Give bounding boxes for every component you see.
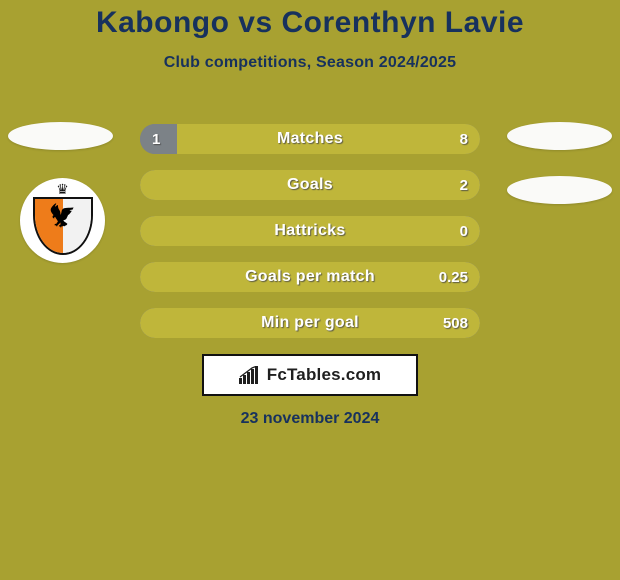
stat-label: Matches	[140, 124, 480, 154]
stat-row: Matches1 8	[140, 124, 480, 154]
player-right-badge	[507, 122, 612, 150]
brand-label: FcTables.com	[267, 365, 382, 385]
subtitle: Club competitions, Season 2024/2025	[0, 54, 620, 72]
stat-value-right: 0	[460, 216, 468, 246]
stat-row: Hattricks0	[140, 216, 480, 246]
bar-steps-icon	[239, 366, 261, 384]
brand-box[interactable]: FcTables.com	[202, 354, 418, 396]
stat-label: Goals per match	[140, 262, 480, 292]
comparison-card: Kabongo vs Corenthyn Lavie Club competit…	[0, 0, 620, 580]
stat-row: Min per goal508	[140, 308, 480, 338]
stat-value-right: 0.25	[439, 262, 468, 292]
eagle-icon: 🦅	[49, 203, 76, 229]
crest-shield-wrap: ♛ 🦅	[33, 185, 93, 257]
stat-value-right: 2	[460, 170, 468, 200]
stat-row: Goals per match0.25	[140, 262, 480, 292]
stat-value-right: 8	[460, 124, 468, 154]
stat-value-left: 1	[152, 124, 160, 154]
crown-icon: ♛	[56, 181, 69, 198]
club-crest: ♛ 🦅	[20, 178, 105, 263]
stat-label: Min per goal	[140, 308, 480, 338]
player-left-badge	[8, 122, 113, 150]
stat-label: Hattricks	[140, 216, 480, 246]
stat-bars: Matches1 8 Goals2 Hattricks0 Goals per match…	[140, 124, 480, 354]
date-line: 23 november 2024	[0, 410, 620, 428]
stat-value-right: 508	[443, 308, 468, 338]
player-right-badge-2	[507, 176, 612, 204]
stat-row: Goals2	[140, 170, 480, 200]
page-title: Kabongo vs Corenthyn Lavie	[0, 0, 620, 40]
stat-label: Goals	[140, 170, 480, 200]
